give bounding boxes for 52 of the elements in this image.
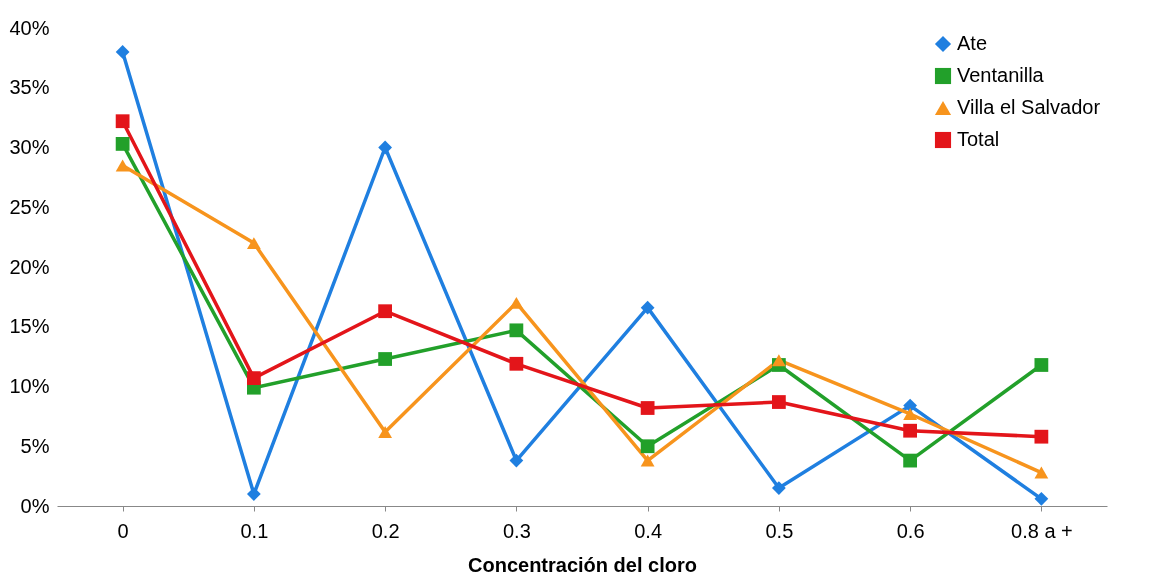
point xyxy=(115,114,130,129)
x-tick-label: 0.3 xyxy=(502,519,531,542)
legend-label: Villa el Salvador xyxy=(957,96,1101,118)
point xyxy=(378,352,393,366)
point xyxy=(115,137,130,151)
point xyxy=(903,408,918,420)
point xyxy=(509,453,524,468)
point xyxy=(115,159,130,172)
point xyxy=(903,398,918,413)
y-tick-label: 20% xyxy=(9,255,50,278)
point xyxy=(1034,466,1049,479)
x-tick-label: 0.4 xyxy=(634,519,663,542)
point xyxy=(378,304,393,319)
point xyxy=(771,481,786,495)
point xyxy=(771,395,786,409)
y-tick-label: 30% xyxy=(9,136,50,158)
point xyxy=(640,401,655,415)
y-tick-label: 0% xyxy=(20,494,50,517)
x-axis-title: Concentración del cloro xyxy=(468,553,697,576)
point xyxy=(640,300,655,315)
point xyxy=(1034,429,1049,444)
y-tick-label: 35% xyxy=(9,76,50,99)
point xyxy=(246,237,261,250)
point xyxy=(115,45,130,59)
y-tick-label: 5% xyxy=(20,434,50,457)
point xyxy=(640,454,655,467)
x-tick-label: 0.5 xyxy=(765,519,794,542)
point xyxy=(246,371,261,386)
x-tick-label: 0.2 xyxy=(371,519,400,542)
x-tick-label: 0.8 a + xyxy=(1011,519,1073,542)
y-tick-label: 10% xyxy=(9,375,50,397)
point xyxy=(378,425,393,438)
point xyxy=(771,354,786,367)
point xyxy=(246,487,261,501)
point xyxy=(1034,358,1049,372)
point xyxy=(378,140,393,155)
legend-label: Ventanilla xyxy=(957,64,1045,86)
x-tick-label: 0.6 xyxy=(896,519,925,542)
y-tick-label: 25% xyxy=(9,195,50,218)
x-tick-label: 0.1 xyxy=(240,519,269,542)
legend-label: Ate xyxy=(957,32,988,54)
y-tick-label: 40% xyxy=(9,16,50,39)
y-tick-label: 15% xyxy=(9,315,50,338)
point xyxy=(509,356,524,371)
point xyxy=(640,439,655,454)
point xyxy=(903,423,918,438)
point xyxy=(1034,491,1049,506)
point xyxy=(509,296,524,309)
x-tick-label: 0 xyxy=(117,519,129,542)
point xyxy=(903,453,918,468)
legend-label: Total xyxy=(957,128,1000,150)
point xyxy=(509,323,524,338)
